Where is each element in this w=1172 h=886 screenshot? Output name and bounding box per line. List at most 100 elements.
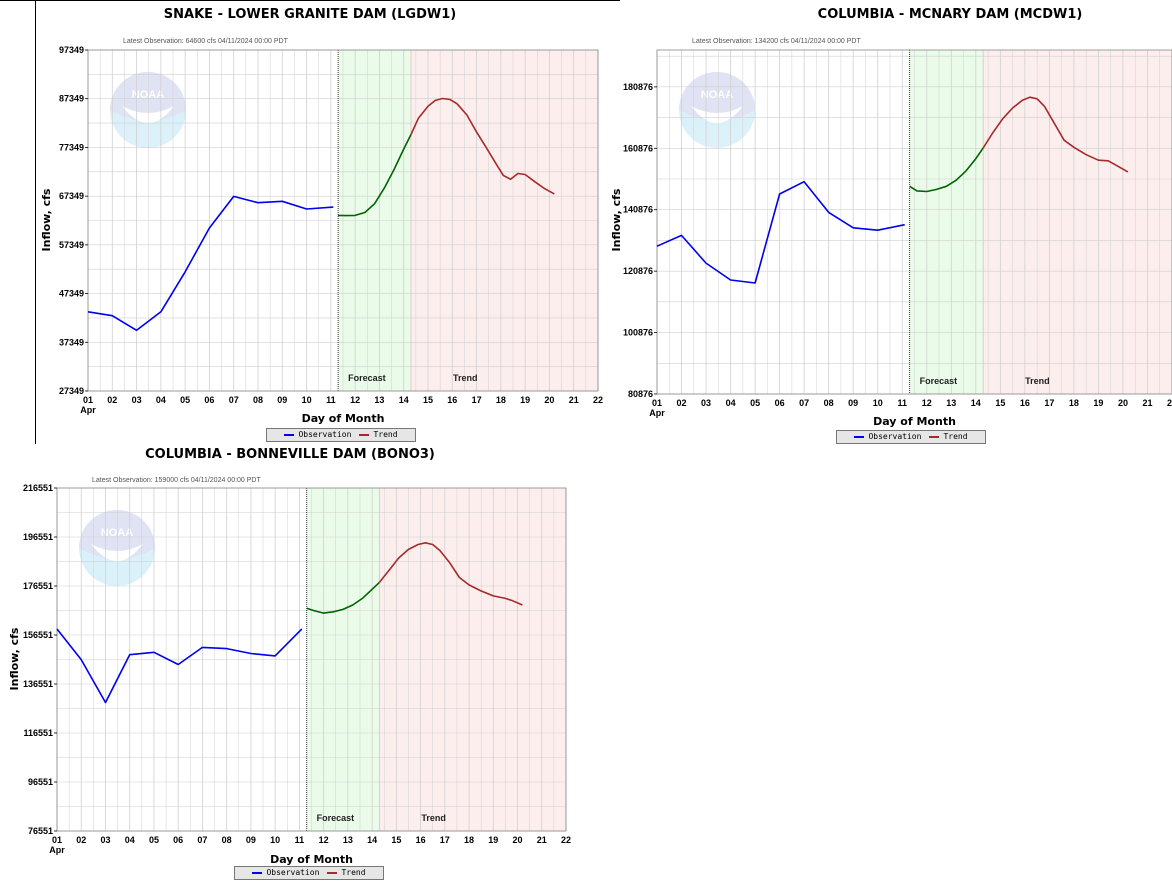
- x-tick-label: 09: [848, 398, 858, 408]
- observation-swatch: [284, 433, 295, 436]
- x-tick-label: 02: [677, 398, 687, 408]
- logo-gull-shape: [691, 106, 743, 123]
- x-tick-label: 10: [270, 835, 280, 845]
- x-tick-label: 08: [824, 398, 834, 408]
- y-tick-label: 160876: [623, 143, 653, 153]
- y-tick-label: 136551: [23, 679, 53, 689]
- x-tick-label: 17: [440, 835, 450, 845]
- logo-text: NOAA: [132, 89, 164, 101]
- x-tick-label: 15: [995, 398, 1005, 408]
- x-tick-label: 05: [180, 395, 190, 405]
- series-line-trend: [410, 97, 555, 195]
- legend-label-observation: Observation: [298, 430, 352, 439]
- y-tick-label: 76551: [28, 826, 53, 836]
- legend-item-observation: Observation: [252, 866, 319, 880]
- chart-title: COLUMBIA - BONNEVILLE DAM (BONO3): [145, 447, 435, 462]
- x-tick-label: 08: [253, 395, 263, 405]
- x-tick-label: 01: [83, 395, 93, 405]
- x-tick-label: 21: [569, 395, 579, 405]
- y-tick-label: 216551: [23, 483, 53, 493]
- x-tick-label: 08: [222, 835, 232, 845]
- legend-label-observation: Observation: [868, 432, 922, 441]
- series-line-forecast: [909, 147, 984, 193]
- x-tick-label: 04: [726, 398, 736, 408]
- x-tick-label: 18: [496, 395, 506, 405]
- x-tick-label: 03: [132, 395, 142, 405]
- x-tick-label: 07: [229, 395, 239, 405]
- x-month-label: Apr: [80, 405, 96, 415]
- legend-label-trend: Trend: [943, 432, 968, 441]
- x-axis-title: Day of Month: [270, 853, 353, 866]
- y-tick-label: 37349: [59, 337, 84, 347]
- x-tick-label: 09: [277, 395, 287, 405]
- trend-swatch: [929, 435, 940, 438]
- y-tick-label: 176551: [23, 581, 53, 591]
- x-tick-label: 16: [416, 835, 426, 845]
- chart-title: SNAKE - LOWER GRANITE DAM (LGDW1): [163, 7, 457, 22]
- trend-swatch: [359, 433, 370, 436]
- x-tick-label: 16: [1020, 398, 1030, 408]
- x-tick-label: 11: [295, 835, 305, 845]
- x-tick-label: 01: [652, 398, 662, 408]
- legend: Observation Trend: [836, 430, 986, 444]
- y-tick-label: 57349: [59, 240, 84, 250]
- x-tick-label: 10: [873, 398, 883, 408]
- y-tick-label: 196551: [23, 532, 53, 542]
- y-axis-title: Inflow, cfs: [610, 188, 623, 251]
- x-tick-label: 03: [100, 835, 110, 845]
- x-tick-label: 21: [537, 835, 547, 845]
- y-tick-label: 100876: [623, 328, 653, 338]
- x-tick-label: 14: [367, 835, 377, 845]
- series-line-trend: [378, 542, 523, 606]
- x-tick-label: 16: [447, 395, 457, 405]
- trend-region: [983, 50, 1172, 394]
- x-tick-label: 15: [423, 395, 433, 405]
- trend-label: Trend: [421, 813, 446, 823]
- legend-item-observation: Observation: [854, 430, 921, 444]
- noaa-logo: NOAA: [110, 72, 186, 148]
- y-tick-label: 87349: [59, 94, 84, 104]
- forecast-region: [909, 50, 984, 394]
- latest-observation: Latest Observation: 159000 cfs 04/11/202…: [92, 477, 261, 484]
- y-tick-label: 156551: [23, 630, 53, 640]
- x-tick-label: 19: [520, 395, 530, 405]
- x-tick-label: 12: [319, 835, 329, 845]
- x-tick-label: 02: [107, 395, 117, 405]
- x-tick-label: 19: [488, 835, 498, 845]
- plot-frame: [656, 49, 1172, 395]
- y-tick-label: 180876: [623, 82, 653, 92]
- series-line-observation: [87, 195, 334, 332]
- x-axis-title: Day of Month: [873, 415, 956, 428]
- latest-observation: Latest Observation: 134200 cfs 04/11/202…: [692, 38, 861, 45]
- forecast-label: Forecast: [920, 376, 958, 386]
- plot-frame: [56, 487, 567, 832]
- plot-frame: [87, 49, 599, 392]
- x-tick-label: 20: [544, 395, 554, 405]
- noaa-logo: NOAA: [79, 510, 155, 586]
- x-axis-title: Day of Month: [302, 412, 385, 425]
- x-tick-label: 10: [302, 395, 312, 405]
- y-tick-label: 67349: [59, 191, 84, 201]
- x-tick-label: 18: [464, 835, 474, 845]
- x-tick-label: 05: [750, 398, 760, 408]
- logo-upper-half: [79, 510, 155, 559]
- x-tick-label: 03: [701, 398, 711, 408]
- chart-lower-granite: NOAA 27349 37349 47349 57349 67349 77349 87349 9…: [40, 45, 603, 425]
- x-tick-label: 19: [1093, 398, 1103, 408]
- y-tick-label: 27349: [59, 386, 84, 396]
- x-tick-label: 12: [350, 395, 360, 405]
- x-tick-label: 11: [326, 395, 336, 405]
- legend-label-observation: Observation: [266, 868, 320, 877]
- x-tick-label: 14: [971, 398, 981, 408]
- x-month-label: Apr: [49, 845, 65, 855]
- observation-swatch: [252, 871, 263, 874]
- x-tick-label: 17: [472, 395, 482, 405]
- x-tick-label: 05: [149, 835, 159, 845]
- x-tick-label: 04: [125, 835, 135, 845]
- x-month-label: Apr: [649, 408, 665, 418]
- observation-swatch: [854, 435, 865, 438]
- trend-label: Trend: [453, 373, 478, 383]
- y-tick-label: 140876: [623, 205, 653, 215]
- x-tick-label: 20: [513, 835, 523, 845]
- x-tick-label: 13: [343, 835, 353, 845]
